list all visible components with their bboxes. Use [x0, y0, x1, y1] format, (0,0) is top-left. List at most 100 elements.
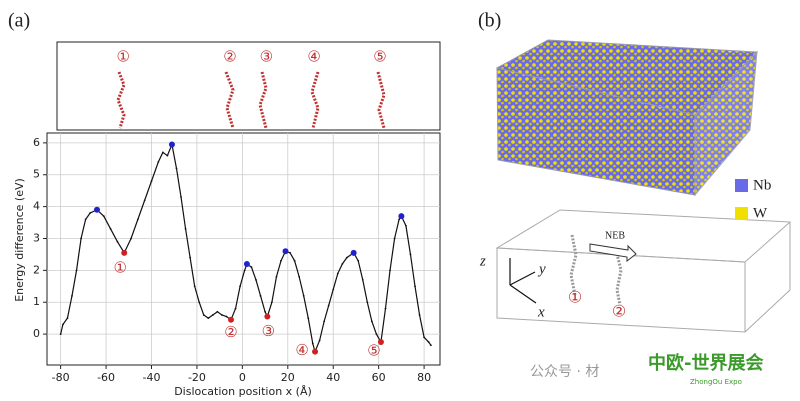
point: [384, 307, 387, 310]
point: [409, 253, 412, 256]
point: [161, 151, 164, 154]
minim-marker: [228, 316, 235, 323]
point: [80, 237, 82, 240]
point: [75, 269, 78, 272]
point: [423, 336, 425, 339]
y-tick-label: 5: [33, 168, 40, 181]
point: [130, 237, 132, 240]
minimum-label: ③: [262, 324, 275, 340]
x-tick-label: 60: [372, 371, 386, 384]
point: [89, 212, 92, 214]
x-tick-label: 0: [239, 371, 246, 384]
top-box: [56, 41, 441, 131]
y-tick-label: 4: [33, 200, 40, 213]
maxim-marker: [282, 248, 289, 255]
dislocation-label: ②: [223, 49, 236, 65]
minim-marker: [312, 348, 319, 355]
maxim-marker: [93, 206, 100, 213]
point: [189, 256, 192, 259]
dislocation-label: ③: [260, 49, 273, 65]
point: [216, 310, 219, 313]
minim-marker: [377, 339, 384, 346]
maxim-marker: [350, 249, 357, 256]
point: [259, 294, 262, 297]
position-label: ①: [568, 290, 582, 307]
point: [225, 315, 228, 318]
minimum-label: ①: [114, 260, 127, 276]
point: [357, 259, 360, 262]
arrow-label: NEB: [605, 230, 625, 241]
point: [150, 180, 153, 183]
minim-marker: [121, 249, 128, 256]
point: [66, 317, 69, 320]
point: [202, 314, 205, 316]
point: [341, 263, 344, 265]
point: [311, 342, 314, 345]
axis-label: z: [479, 253, 486, 269]
point: [255, 279, 257, 281]
point: [318, 339, 321, 342]
point: [293, 259, 296, 262]
point: [136, 218, 139, 221]
neb-arrow: [589, 243, 637, 263]
panel-label: (b): [478, 10, 501, 32]
x-tick-label: 20: [281, 371, 295, 384]
x-tick-label: 80: [417, 371, 431, 384]
dislocations: [116, 71, 386, 129]
legend-swatch: [735, 207, 748, 220]
point: [289, 251, 291, 254]
y-tick-label: 1: [33, 295, 40, 308]
point: [62, 323, 64, 326]
point: [109, 228, 112, 230]
point: [389, 269, 391, 272]
minimum-label: ⑤: [367, 343, 380, 359]
point: [198, 301, 201, 304]
point: [143, 199, 146, 202]
point: [332, 288, 335, 291]
point: [243, 269, 246, 272]
point: [323, 320, 326, 323]
y-tick-label: 0: [33, 327, 40, 340]
point: [193, 285, 196, 288]
legend-label: W: [753, 205, 768, 221]
point: [207, 317, 210, 320]
point: [71, 294, 73, 297]
minimum-label: ②: [224, 325, 237, 341]
axis-triad: [509, 258, 537, 304]
point: [239, 285, 241, 288]
point: [398, 218, 401, 221]
point: [116, 240, 119, 243]
minimum-label: ④: [295, 343, 308, 359]
point: [102, 215, 105, 218]
x-axis-title: Dislocation position x (Å): [174, 385, 312, 398]
point: [184, 228, 187, 230]
point: [250, 266, 253, 269]
maxim-marker: [243, 260, 250, 267]
point: [275, 275, 278, 278]
position-label: ②: [612, 304, 626, 321]
minim-marker: [264, 313, 271, 320]
y-axis-title: Energy difference (eV): [13, 178, 26, 302]
maxim-marker: [168, 141, 175, 148]
point: [375, 333, 378, 335]
point: [221, 314, 223, 316]
logo: 中欧-世界展会: [648, 352, 763, 374]
watermark: 公众号 · 材: [530, 364, 599, 380]
point: [307, 317, 310, 320]
point: [84, 218, 87, 221]
x-tick-label: -20: [188, 371, 206, 384]
point: [270, 301, 273, 304]
y-tick-label: 2: [33, 263, 40, 276]
point: [157, 161, 160, 163]
y-tick-label: 6: [33, 136, 40, 149]
x-tick-label: -60: [97, 371, 115, 384]
point: [264, 310, 266, 313]
logo-sub: ZhongOu Expo: [690, 378, 742, 386]
point: [427, 341, 430, 343]
axis-label: x: [537, 304, 545, 320]
wire-box: [495, 209, 792, 333]
plot-frame: [46, 132, 441, 366]
legend-label: Nb: [753, 177, 771, 193]
point: [414, 285, 416, 288]
atom-box: [495, 39, 759, 197]
